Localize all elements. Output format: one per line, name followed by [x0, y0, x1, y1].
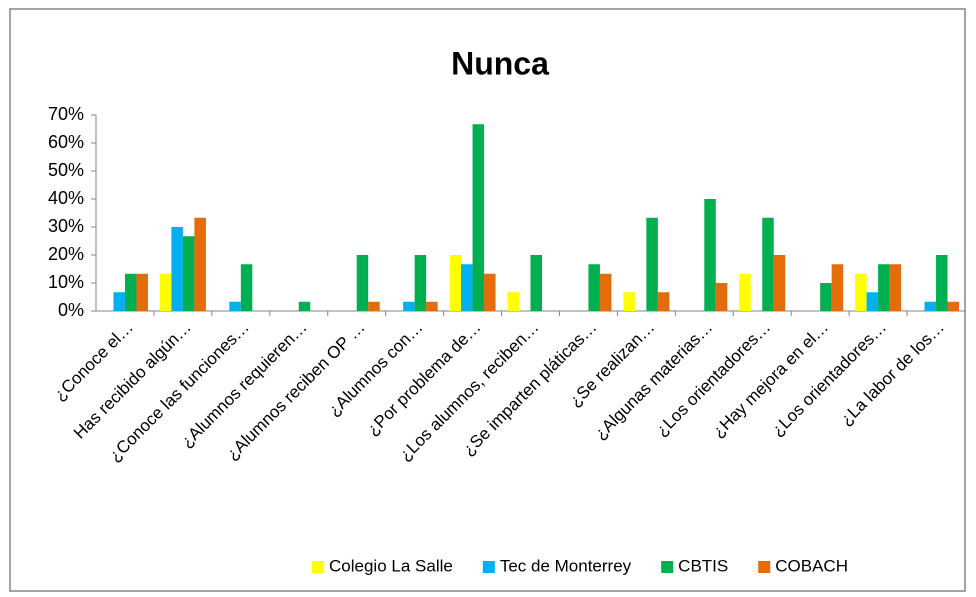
- bar: [739, 273, 751, 311]
- bar: [889, 264, 902, 311]
- bar: [530, 255, 542, 311]
- bar: [762, 217, 774, 311]
- legend-label: Colegio La Salle: [329, 556, 453, 575]
- bar: [159, 273, 172, 311]
- bar: [936, 255, 948, 311]
- bar: [866, 292, 879, 311]
- legend-label: COBACH: [775, 556, 848, 575]
- bar: [171, 227, 183, 311]
- bar: [403, 301, 415, 311]
- y-tick-label: 10%: [48, 272, 84, 292]
- bar: [124, 273, 137, 311]
- bar: [449, 255, 462, 311]
- bar: [194, 217, 206, 311]
- bar: [588, 264, 600, 311]
- legend-swatch: [661, 561, 674, 573]
- bar: [136, 273, 148, 311]
- bar: [878, 264, 890, 311]
- bar: [715, 283, 728, 311]
- bar: [820, 283, 832, 311]
- bar: [646, 217, 658, 311]
- legend-swatch: [482, 561, 495, 573]
- bar: [773, 255, 786, 311]
- y-tick-label: 60%: [48, 132, 84, 152]
- y-tick-label: 20%: [48, 244, 84, 264]
- bar: [507, 292, 519, 311]
- bar: [704, 199, 716, 311]
- y-tick-label: 30%: [48, 216, 84, 236]
- bar: [657, 292, 670, 311]
- chart-title: Nunca: [451, 45, 549, 81]
- y-tick-label: 50%: [48, 160, 84, 180]
- bar: [229, 301, 241, 311]
- bar: [414, 255, 427, 311]
- bar: [240, 264, 253, 311]
- bar: [356, 255, 369, 311]
- y-tick-label: 40%: [48, 188, 84, 208]
- bar: [855, 273, 867, 311]
- bar: [947, 301, 960, 311]
- bar: [831, 264, 844, 311]
- bar: [113, 292, 125, 311]
- bar: [484, 273, 496, 311]
- bar: [426, 301, 438, 311]
- bar: [599, 273, 612, 311]
- bar: [182, 236, 195, 311]
- bar: [368, 301, 380, 311]
- legend-swatch: [312, 561, 325, 573]
- y-tick-label: 0%: [58, 300, 84, 320]
- y-tick-label: 70%: [48, 104, 84, 124]
- bar: [461, 264, 473, 311]
- bar: [298, 301, 311, 311]
- bar: [924, 301, 937, 311]
- legend-label: Tec de Monterrey: [500, 556, 632, 575]
- legend-swatch: [758, 561, 771, 573]
- bar: [472, 124, 485, 312]
- bar: [623, 292, 635, 311]
- legend-label: CBTIS: [678, 556, 728, 575]
